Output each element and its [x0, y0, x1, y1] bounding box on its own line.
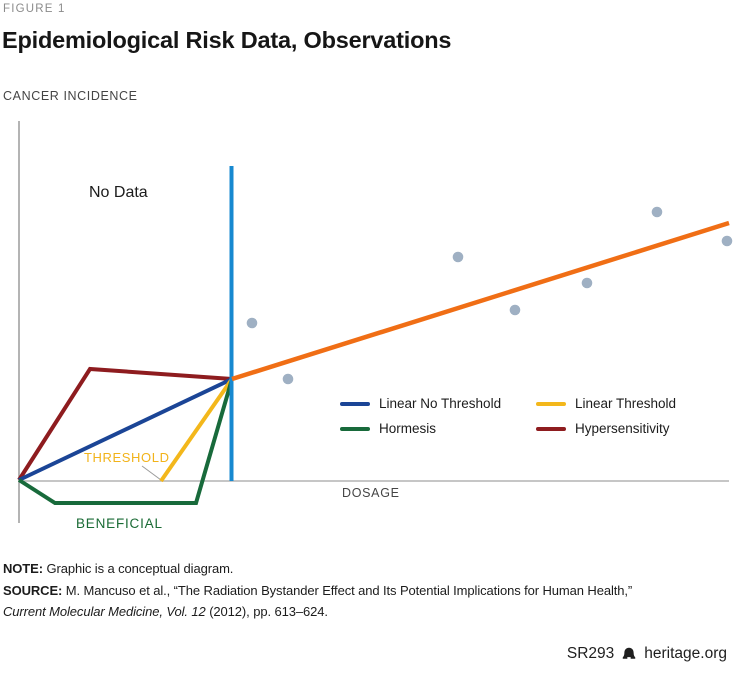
- legend-swatch-hormesis: [340, 426, 370, 431]
- note-text: Graphic is a conceptual diagram.: [46, 561, 234, 576]
- threshold-callout: [141, 465, 162, 481]
- legend-item-linear-threshold: Linear Threshold: [536, 396, 676, 411]
- legend-item-hypersensitivity: Hypersensitivity: [536, 421, 676, 436]
- x-axis-title: DOSAGE: [342, 486, 400, 500]
- observed-data-point: [282, 373, 294, 385]
- source-label: SOURCE:: [3, 582, 63, 598]
- series-hypersensitivity: [17, 366, 233, 482]
- observed-data-point: [509, 304, 521, 316]
- series-linear-threshold: [159, 377, 234, 483]
- figure-label: FIGURE 1: [3, 3, 66, 15]
- observed-data-point: [452, 251, 464, 263]
- legend-label: Hypersensitivity: [575, 421, 670, 436]
- legend-item-linear-no-threshold: Linear No Threshold: [340, 396, 536, 411]
- beneficial-annotation: BENEFICIAL: [76, 516, 163, 531]
- observed-data-point: [246, 317, 258, 329]
- note-label: NOTE:: [3, 561, 43, 576]
- source-journal: Current Molecular Medicine, Vol. 12: [3, 604, 206, 619]
- threshold-annotation: THRESHOLD: [84, 450, 170, 465]
- source-line: SOURCE: M. Mancuso et al., “The Radiatio…: [3, 580, 731, 602]
- source-line-2: Current Molecular Medicine, Vol. 12 (201…: [3, 601, 731, 623]
- legend-label: Linear No Threshold: [379, 396, 502, 411]
- source-text: M. Mancuso et al., “The Radiation Bystan…: [65, 582, 633, 598]
- report-id: SR293: [566, 645, 615, 662]
- source-tail: (2012), pp. 613–624.: [209, 604, 328, 619]
- observed-data-point: [651, 206, 663, 218]
- series-hormesis: [17, 378, 234, 505]
- note-line: NOTE: Graphic is a conceptual diagram.: [3, 558, 731, 580]
- observed-data-point: [721, 235, 733, 247]
- no-data-annotation: No Data: [89, 184, 148, 201]
- notes-block: NOTE: Graphic is a conceptual diagram. S…: [3, 558, 731, 623]
- legend-swatch-linear-no-threshold: [340, 401, 370, 406]
- y-axis-title: CANCER INCIDENCE: [3, 89, 138, 103]
- observed-data-point: [581, 277, 593, 289]
- series-observed-trend: [231, 220, 730, 382]
- series-linear-no-threshold: [18, 377, 233, 482]
- page-title: Epidemiological Risk Data, Observations: [2, 27, 452, 53]
- legend-swatch-linear-threshold: [536, 401, 566, 406]
- legend-label: Linear Threshold: [575, 396, 677, 411]
- legend-swatch-hypersensitivity: [536, 426, 566, 431]
- chart-legend: Linear No Threshold Linear Threshold Hor…: [340, 396, 676, 436]
- footer-brand: SR293 heritage.org: [567, 645, 727, 663]
- site-link: heritage.org: [644, 645, 727, 662]
- legend-item-hormesis: Hormesis: [340, 421, 536, 436]
- heritage-bell-icon: [623, 647, 636, 659]
- legend-label: Hormesis: [379, 421, 437, 436]
